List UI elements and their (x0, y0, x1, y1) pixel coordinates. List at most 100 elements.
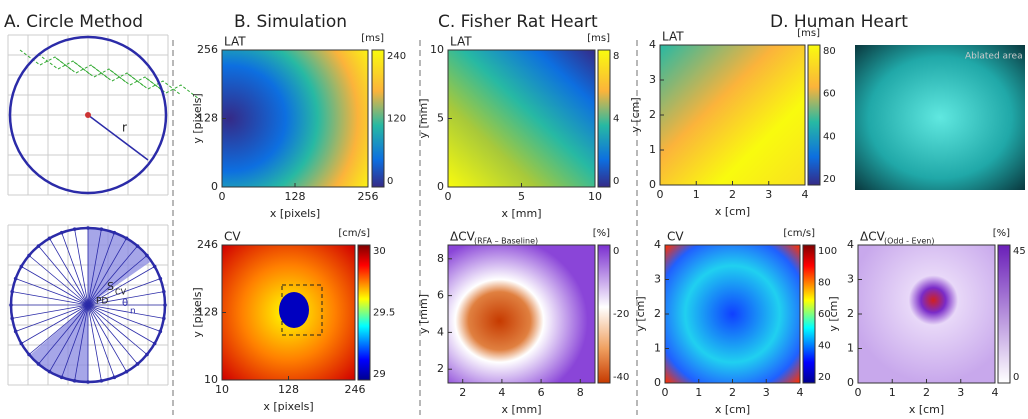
x-tick-label: 4 (498, 386, 505, 399)
y-tick-label: 2 (649, 108, 656, 121)
plot-title-sub: (RFA – Baseline) (474, 237, 538, 246)
y-label: y [pixels] (191, 287, 204, 337)
colorbar-tick-label: 20 (818, 372, 831, 383)
x-label: x [pixels] (263, 400, 313, 413)
x-tick-label: 2 (729, 188, 736, 201)
x-label: x [mm] (501, 207, 541, 220)
x-label: x [mm] (501, 403, 541, 416)
panel-header: D. Human Heart (770, 12, 908, 32)
y-tick-label: 4 (649, 38, 656, 51)
plot-title: LAT (224, 35, 246, 49)
y-tick-label: 128 (197, 112, 218, 125)
spoke (38, 304, 89, 365)
fiber (145, 77, 200, 100)
colorbar (357, 244, 371, 381)
fiber (73, 61, 128, 84)
x-tick-label: 1 (695, 386, 702, 399)
y-tick-label: 0 (437, 180, 444, 193)
y-tick-label: 8 (437, 252, 444, 265)
x-tick-label: 3 (957, 386, 964, 399)
spoke (12, 291, 89, 306)
colorbar-tick-label: 0 (613, 176, 619, 187)
y-tick-label: 2 (654, 307, 661, 320)
x-tick-label: 1 (889, 386, 896, 399)
plot-title: ΔCV (450, 230, 476, 244)
y-label: y [pixels] (191, 93, 204, 143)
label-s-sub: CV (115, 288, 127, 297)
spoke (61, 232, 89, 306)
x-label: x [pixels] (270, 207, 320, 220)
y-tick-label: 4 (437, 325, 444, 338)
label-theta: θ (122, 298, 128, 309)
colorbar (597, 244, 611, 384)
fiber (127, 73, 182, 96)
x-tick-label: 0 (445, 190, 452, 203)
spoke (87, 304, 164, 319)
x-tick-label: 3 (763, 386, 770, 399)
plot-title: CV (667, 230, 684, 244)
heatmap (447, 49, 596, 188)
colorbar-tick-label: 240 (387, 51, 406, 62)
heatmap (857, 244, 996, 384)
y-tick-label: 10 (430, 43, 444, 56)
y-tick-label: 10 (204, 373, 218, 386)
plot-title: ΔCV (860, 230, 886, 244)
y-tick-label: 2 (847, 307, 854, 320)
spoke (87, 304, 148, 355)
plots: LAT [ms]x [pixels]y [pixels]0 128 256256128… (191, 28, 1026, 416)
fiber (19, 49, 74, 72)
x-tick-label: 0 (219, 190, 226, 203)
fiber (91, 65, 146, 88)
heatmap (447, 244, 596, 384)
y-tick-label: 128 (197, 306, 218, 319)
colorbar-tick-label: 0 (613, 246, 619, 257)
x-tick-label: 3 (765, 188, 772, 201)
x-tick-label: 4 (802, 188, 809, 201)
colorbar-tick-label: 40 (823, 131, 836, 142)
spoke (61, 304, 89, 378)
colorbar-tick-label: 4 (613, 114, 619, 125)
circle (8, 35, 168, 195)
colorbar-tick-label: 60 (818, 309, 831, 320)
photo (855, 45, 1025, 190)
spoke (87, 232, 115, 306)
label-s: S (107, 280, 114, 293)
colorbar-tick-label: 20 (823, 174, 836, 185)
y-tick-label: 5 (437, 112, 444, 125)
colorbar-tick-label: 8 (613, 51, 619, 62)
colorbar-tick-label: 29 (373, 369, 386, 380)
spoke (21, 304, 89, 344)
y-label: y [cm] (634, 296, 647, 331)
plot-title: LAT (662, 30, 684, 44)
y-tick-label: 1 (654, 342, 661, 355)
spoke (87, 255, 148, 306)
colorbar-tick-label: 45 (1013, 246, 1026, 257)
colorbar-tick-label: 40 (818, 341, 831, 352)
x-tick-label: 10 (215, 383, 229, 396)
sector (30, 305, 88, 382)
y-tick-label: 256 (197, 43, 218, 56)
colorbar-tick-label: 80 (818, 278, 831, 289)
colorbar (371, 49, 385, 188)
heatmap (664, 244, 801, 384)
x-label: x [cm] (909, 403, 944, 416)
y-tick-label: 1 (847, 342, 854, 355)
x-tick-label: 1 (693, 188, 700, 201)
spoke (87, 304, 127, 372)
unit: [%] (593, 228, 610, 239)
label-n: n (130, 307, 136, 317)
colorbar-tick-label: 100 (818, 246, 837, 257)
colorbar (597, 49, 611, 188)
spoke (38, 245, 89, 306)
radius (87, 114, 149, 161)
panel-header: B. Simulation (234, 12, 347, 32)
x-tick-label: 256 (358, 190, 379, 203)
y-tick-label: 0 (654, 376, 661, 389)
colorbar-tick-label: 30 (373, 246, 386, 257)
y-tick-label: 0 (847, 376, 854, 389)
unit: [cm/s] (783, 228, 815, 239)
panel-header: A. Circle Method (4, 12, 143, 32)
unit: [ms] (587, 33, 610, 44)
x-tick-label: 128 (278, 383, 299, 396)
